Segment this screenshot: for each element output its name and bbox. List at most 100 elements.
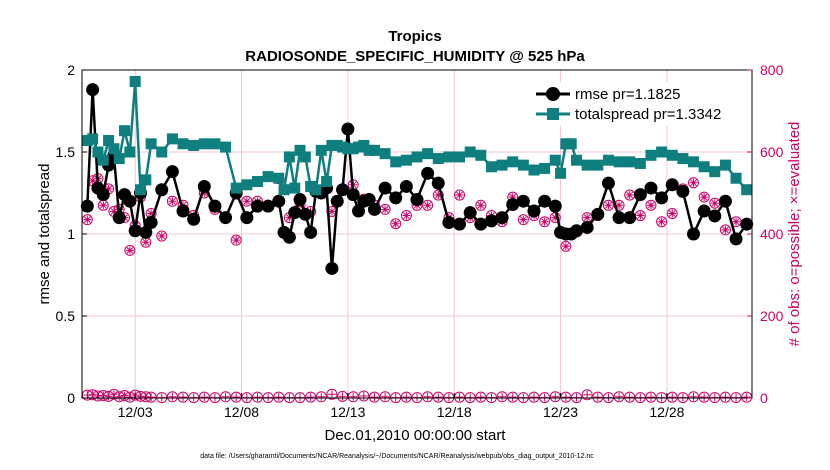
totalspread-point [209, 138, 221, 150]
totalspread-point [539, 162, 551, 174]
obs-possible-point [475, 199, 487, 211]
obs-zero-cross [147, 393, 156, 402]
totalspread-point [241, 179, 253, 191]
rmse-point [187, 212, 201, 226]
totalspread-point [485, 161, 497, 173]
obs-zero-point [400, 391, 412, 403]
rmse-point [676, 184, 690, 198]
rmse-point [123, 194, 137, 208]
totalspread-point [517, 159, 529, 171]
rmse-point [729, 232, 743, 246]
rmse-point [506, 197, 520, 211]
rmse-point [304, 225, 318, 239]
y-axis-label: rmse and totalspread [36, 164, 53, 305]
rmse-point [708, 209, 722, 223]
obs-possible-point [719, 224, 731, 236]
obs-zero-point [379, 391, 391, 403]
totalspread-point [592, 159, 604, 171]
rmse-point [80, 199, 94, 213]
x-axis-label: Dec.01,2010 00:00:00 start [325, 427, 507, 444]
x-tick-label: 12/08 [224, 404, 259, 420]
rmse-point [633, 188, 647, 202]
rmse-point [165, 165, 179, 179]
obs-zero-point [368, 391, 380, 403]
obs-zero-point [251, 391, 263, 403]
obs-evaluated-point [381, 205, 390, 214]
totalspread-point [220, 141, 232, 153]
totalspread-point [709, 166, 721, 178]
totalspread-point [166, 133, 178, 145]
legend: rmse pr=1.1825 totalspread pr=1.3342 [532, 82, 745, 126]
obs-possible-point [390, 218, 402, 230]
obs-zero-cross [615, 392, 624, 401]
obs-zero-cross [317, 392, 326, 401]
rmse-point [261, 199, 275, 213]
chart-subtitle: RADIOSONDE_SPECIFIC_HUMIDITY @ 525 hPa [245, 48, 585, 65]
obs-zero-cross [306, 393, 315, 402]
obs-possible-point [698, 191, 710, 203]
totalspread-point [443, 151, 455, 163]
obs-evaluated-point [402, 211, 411, 220]
rmse-point [484, 214, 498, 228]
obs-zero-cross [529, 393, 538, 402]
rmse-point [250, 199, 264, 213]
obs-zero-cross [583, 390, 592, 399]
y-tick-label: 0 [67, 390, 75, 406]
totalspread-point [262, 171, 274, 183]
totalspread-point [400, 154, 412, 166]
totalspread-point [565, 138, 577, 150]
obs-evaluated-point [141, 238, 150, 247]
obs-possible-point [166, 195, 178, 207]
y2-tick-label: 200 [760, 308, 784, 324]
obs-evaluated-point [625, 191, 634, 200]
obs-zero-point [475, 391, 487, 403]
rmse-point [144, 216, 158, 230]
obs-zero-point [624, 391, 636, 403]
x-tick-label: 12/18 [437, 404, 472, 420]
obs-zero-point [581, 389, 593, 401]
obs-evaluated-point [689, 178, 698, 187]
totalspread-point [464, 146, 476, 158]
totalspread-point [454, 151, 466, 163]
rmse-point [655, 191, 669, 205]
totalspread-point [666, 149, 678, 161]
obs-zero-point [719, 391, 731, 403]
rmse-point [352, 204, 366, 218]
totalspread-point [251, 176, 263, 188]
obs-zero-cross [327, 390, 336, 399]
totalspread-point [432, 153, 444, 165]
obs-zero-point [698, 391, 710, 403]
obs-evaluated-point [242, 197, 251, 206]
obs-evaluated-point [646, 201, 655, 210]
totalspread-point [549, 154, 561, 166]
rmse-point [389, 191, 403, 205]
totalspread-point [571, 154, 583, 166]
ticks: 12/03 12/08 12/13 12/18 12/23 12/28 0 200 400 600… [56, 62, 784, 420]
obs-evaluated-point [88, 176, 97, 185]
obs-zero-point [273, 391, 285, 403]
rmse-point [272, 194, 286, 208]
legend-spread-marker [547, 108, 559, 120]
y-tick-label: 2 [67, 62, 75, 78]
obs-possible-point [422, 199, 434, 211]
totalspread-point [321, 176, 333, 188]
totalspread-point [198, 138, 210, 150]
totalspread-point [656, 146, 668, 158]
rmse-point [208, 199, 222, 213]
totalspread-point [124, 146, 136, 158]
totalspread-point [677, 153, 689, 165]
totalspread-point [145, 138, 157, 150]
rmse-point [330, 194, 344, 208]
rmse-point [453, 217, 467, 231]
totalspread-point [129, 75, 141, 87]
rmse-point [442, 216, 456, 230]
rmse-point [516, 194, 530, 208]
y-tick-label: 0.5 [56, 308, 76, 324]
obs-evaluated-point [476, 201, 485, 210]
obs-evaluated-point [109, 207, 118, 216]
obs-zero-cross [370, 393, 379, 402]
legend-rmse-marker [546, 87, 560, 101]
rmse-point [128, 224, 142, 238]
obs-zero-point [432, 391, 444, 403]
obs-zero-cross [646, 393, 655, 402]
